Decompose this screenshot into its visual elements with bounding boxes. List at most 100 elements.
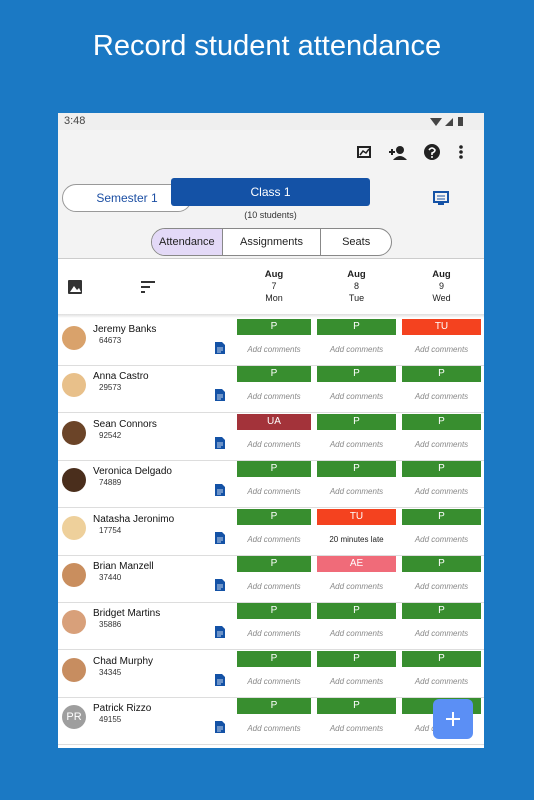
attendance-mark[interactable]: P [317,461,396,478]
student-row[interactable] [58,508,484,556]
attendance-mark[interactable]: P [317,603,396,620]
comment[interactable]: Add comments [329,392,384,402]
attendance-mark[interactable]: P [237,603,311,620]
attendance-mark[interactable]: UA [237,413,311,430]
attendance-mark[interactable]: P [237,461,311,478]
attendance-mark[interactable]: P [237,556,311,572]
comment[interactable]: Add comments [414,392,469,402]
comment[interactable]: Add comments [247,345,301,354]
notes-icon[interactable] [215,673,225,686]
avatar [62,420,86,445]
date-day: 8 [353,281,359,291]
divider [58,258,484,259]
student-id: 92542 [99,430,122,440]
attendance-mark[interactable]: P [402,508,481,525]
student-row[interactable] [58,413,484,461]
attendance-mark[interactable]: P [402,650,481,667]
attendance-mark[interactable]: P [317,650,396,667]
comment[interactable]: Add comments [247,582,301,591]
attendance-mark[interactable]: P [402,461,481,478]
class-button[interactable]: Class 1 [171,178,370,206]
avatar [62,610,86,635]
attendance-mark[interactable]: P [402,556,481,572]
comment[interactable]: Add comments [414,487,469,497]
student-row[interactable] [58,318,484,366]
comment[interactable]: Add comments [414,676,469,686]
comment[interactable]: Add comments [247,534,301,544]
avatar [62,326,86,350]
class-view-icon[interactable] [433,191,449,205]
notes-icon[interactable] [215,579,225,591]
segment-tab[interactable]: Seats [320,229,391,255]
comment[interactable]: Add comments [414,345,469,354]
attendance-mark[interactable]: P [402,366,481,383]
comment[interactable]: Add comments [329,629,384,639]
segment-tab[interactable]: Assignments [221,229,321,255]
student-name: Veronica Delgado [93,466,172,478]
student-id: 64673 [99,336,122,345]
comment[interactable]: Add comments [247,392,301,402]
sort-icon[interactable] [141,281,155,293]
comment[interactable]: Add comments [414,582,469,591]
notes-icon[interactable] [215,626,225,639]
student-id: 34345 [99,667,122,677]
segment-tab[interactable]: Attendance [152,229,222,255]
attendance-mark[interactable]: P [402,603,481,620]
notes-icon[interactable] [215,484,225,497]
comment[interactable]: Add comments [329,487,384,497]
student-row[interactable] [58,602,484,651]
attendance-mark[interactable]: TU [317,508,396,525]
attendance-mark[interactable]: TU [402,319,481,335]
comment[interactable]: Add comments [329,676,384,686]
attendance-mark[interactable]: P [317,319,396,335]
student-row[interactable] [58,555,484,603]
student-name: Anna Castro [93,371,149,383]
student-row[interactable] [58,650,484,698]
comment[interactable]: Add comments [247,487,301,497]
comment[interactable]: Add comments [414,439,469,449]
comment[interactable]: Add comments [247,676,301,686]
attendance-mark[interactable]: AE [317,556,396,572]
comment[interactable]: Add comments [247,724,301,734]
notes-icon[interactable] [215,531,225,544]
comment[interactable]: Add comments [414,534,469,544]
attendance-mark[interactable]: P [237,698,311,715]
comment[interactable]: Add comments [329,582,384,591]
student-id: 17754 [99,525,122,535]
attendance-mark[interactable]: P [237,366,311,383]
student-row[interactable] [58,365,484,414]
student-id: 74889 [99,478,122,488]
semester-button[interactable]: Semester 1 [62,184,192,212]
notes-icon[interactable] [215,436,225,449]
comment[interactable]: Add comments [414,629,469,639]
phone-screen: 3:48 Semester 1 Class 1 (10 students) At… [58,113,484,748]
attendance-mark[interactable]: P [237,650,311,667]
comment[interactable]: Add comments [329,345,384,354]
comment[interactable]: Add comments [247,439,301,449]
notes-icon[interactable] [215,342,225,354]
comment[interactable]: Add comments [247,629,301,639]
attendance-mark[interactable]: P [317,413,396,430]
segmented-control: Attendance Assignments Seats [151,228,392,256]
notes-icon[interactable] [215,721,225,734]
attendance-mark[interactable]: P [317,698,396,715]
student-row[interactable] [58,697,484,746]
toolbar-icons[interactable] [356,143,476,163]
attendance-mark[interactable]: P [237,508,311,525]
comment[interactable]: Add comments [329,439,384,449]
student-name: Brian Manzell [93,561,154,572]
student-id: 35886 [99,620,122,630]
attendance-mark[interactable]: P [402,413,481,430]
add-button[interactable] [433,699,473,739]
notes-icon[interactable] [215,389,225,402]
comment[interactable]: Add comments [329,724,384,734]
attendance-mark[interactable]: P [317,366,396,383]
attendance-mark[interactable]: P [237,319,311,335]
header-shadow [58,314,484,318]
comment[interactable]: 20 minutes late [329,534,384,544]
student-row[interactable] [58,460,484,509]
photo-toggle-icon[interactable] [68,280,82,294]
avatar: PR [62,705,86,730]
avatar [62,515,86,540]
